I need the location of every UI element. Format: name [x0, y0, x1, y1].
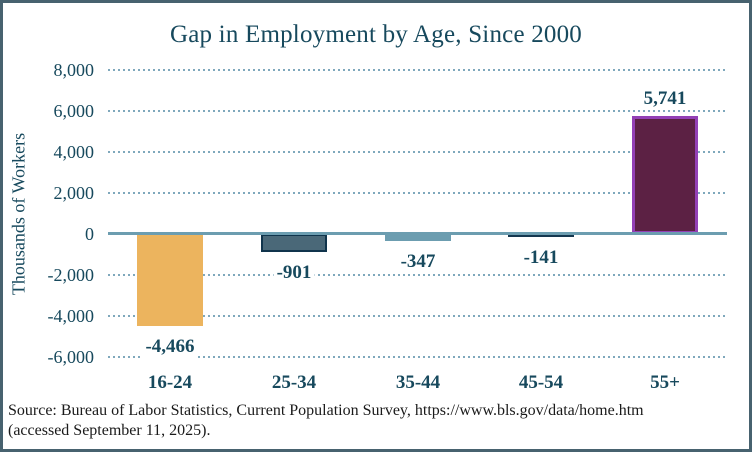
- source-line-1: Source: Bureau of Labor Statistics, Curr…: [8, 402, 644, 419]
- gridline-6000: [108, 110, 727, 112]
- xtick-label-25-34: 25-34: [271, 372, 317, 393]
- bar-16-24: [137, 234, 203, 326]
- gridline-8000: [108, 69, 727, 71]
- bar-25-34: [261, 234, 327, 252]
- xtick-label-16-24: 16-24: [147, 372, 193, 393]
- data-label-35-44: -347: [397, 251, 439, 273]
- gridline-2000: [108, 192, 727, 194]
- xtick-label-45-54: 45-54: [518, 372, 564, 393]
- data-label-55+: 5,741: [640, 88, 690, 110]
- bar-45-54: [508, 234, 574, 237]
- xtick-label-55+: 55+: [650, 372, 680, 393]
- y-axis-title: Thousands of Workers: [8, 132, 29, 296]
- ytick-label--6000: -6,000: [47, 347, 95, 367]
- ytick-label--2000: -2,000: [47, 265, 95, 285]
- bar-55+: [632, 116, 698, 234]
- data-label-16-24: -4,466: [142, 336, 198, 358]
- source-line-2: (accessed September 11, 2025).: [8, 422, 211, 439]
- zero-axis-line: [108, 232, 727, 235]
- chart-title: Gap in Employment by Age, Since 2000: [169, 21, 582, 48]
- gridline--6000: [108, 356, 727, 358]
- ytick-label--4000: -4,000: [47, 306, 95, 326]
- source-note: Source: Bureau of Labor Statistics, Curr…: [8, 401, 745, 441]
- xtick-label-35-44: 35-44: [395, 372, 441, 393]
- data-label-25-34: -901: [273, 262, 315, 284]
- bar-35-44: [385, 234, 451, 241]
- ytick-label-6000: 6,000: [53, 101, 95, 121]
- ytick-label-2000: 2,000: [53, 183, 95, 203]
- ytick-label-8000: 8,000: [53, 60, 95, 80]
- gridline--2000: [108, 274, 727, 276]
- ytick-label-0: 0: [85, 224, 94, 244]
- chart-canvas: Gap in Employment by Age, Since 2000 8,0…: [3, 3, 749, 449]
- gridline--4000: [108, 315, 727, 317]
- ytick-label-4000: 4,000: [53, 142, 95, 162]
- gridline-4000: [108, 151, 727, 153]
- data-label-45-54: -141: [520, 247, 562, 269]
